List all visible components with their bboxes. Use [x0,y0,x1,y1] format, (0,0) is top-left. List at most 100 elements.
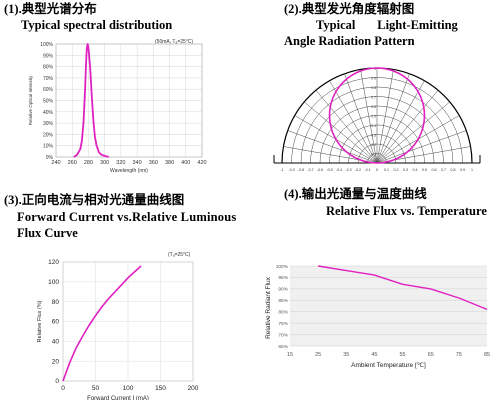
chart1-series-line [73,43,109,158]
chart1-y-tick-label: 60% [43,87,54,93]
chart4-y-tick-label: 90% [278,287,288,293]
chart3-x-tick-label: 0 [61,385,65,392]
chart3-y-tick-label: 20 [52,358,60,365]
chart3-series-line [62,265,142,382]
panel1-number: (1). [4,2,22,16]
chart1-x-tick-label: 240 [51,160,60,166]
chart2-radial-line [376,73,410,164]
chart1-x-tick-label: 420 [197,160,206,166]
chart2-radial-value-label: 0.1 [371,153,376,157]
chart1-x-tick-label: 400 [181,160,190,166]
chart2-tick-label: 0.1 [384,168,389,172]
chart4-y-axis-label: Relative Radiant Flux [265,276,272,339]
chart2-tick-label: 0.5 [422,168,427,172]
chart2-tick-label: 0.9 [460,168,465,172]
chart2-tick-label: -0.9 [288,168,294,172]
panel2-title-en-2: Angle Radiation Pattern [284,34,415,48]
chart4-y-tick-label: 100% [276,264,289,270]
chart1-y-tick-label: 90% [43,53,54,59]
chart3-condition: (Tₐ=25°C) [168,252,191,258]
chart3-x-axis-label: Forward Current I (mA) [87,396,149,400]
chart2-tick-label: -0.4 [336,168,342,172]
chart4-y-tick-label: 75% [278,321,288,327]
chart2-radial-line [376,90,439,164]
chart2-tick-label: -1 [280,168,283,172]
chart2-tick-label: 0.3 [403,168,408,172]
chart2-radial-value-label: 0.7 [371,96,376,100]
chart2-pattern-curve [328,67,426,164]
chart2-radial-value-label: 0.3 [371,134,376,138]
chart3-x-tick-label: 150 [155,385,166,392]
chart2-radial-line [329,80,378,164]
panel3-title-en-1: Forward Current vs.Relative Luminous [17,210,237,224]
panel1-title-en: Typical spectral distribution [21,18,173,32]
panel2-title-en-1: Typical Light-Emitting [316,18,458,32]
chart4-x-tick-label: 55 [400,352,406,358]
chart2-radial-line [376,130,467,164]
chart2-tick-label: -0.2 [355,168,361,172]
panel2-title-cn-text: 典型发光角度辐射图 [301,2,415,16]
chart4-y-tick-label: 95% [278,275,288,281]
chart2-radial-value-label: 1 [374,67,376,71]
chart2-radial-value-label: 0.2 [371,143,376,147]
chart3-y-tick-label: 60 [52,319,60,326]
chart3-y-tick-label: 80 [52,299,60,306]
chart1-y-tick-label: 20% [43,132,54,138]
panel4-title-en: Relative Flux vs. Temperature [326,204,487,218]
chart1-y-tick-label: 0% [46,155,54,161]
chart1-y-tick-label: 70% [43,76,54,82]
chart4-y-tick-label: 70% [278,332,288,338]
chart1-y-tick-label: 10% [43,144,54,150]
panel2-title-cn: (2).典型发光角度辐射图 [284,2,414,16]
chart2-radial-line [376,80,425,164]
chart1-x-tick-label: 340 [133,160,142,166]
chart4-series-line [317,265,488,311]
panel3-number: (3). [4,193,22,207]
chart2-tick-label: -0.1 [364,168,370,172]
panel4-title-cn: (4).输出光通量与温度曲线 [284,187,427,201]
chart2-tick-label: -0.8 [298,168,304,172]
chart1-x-tick-label: 280 [84,160,93,166]
chart2-radial-value-label: 0.8 [371,86,376,90]
chart1-x-tick-label: 360 [149,160,158,166]
chart2-radial-line [376,101,450,164]
chart1-x-axis-label: Wavelength (nm) [110,168,148,174]
chart3-y-tick-label: 0 [55,378,59,385]
chart3-y-axis-label: Relative Flux (%) [37,300,43,342]
chart1-x-tick-label: 380 [165,160,174,166]
chart4-y-tick-label: 85% [278,298,288,304]
chart3-x-tick-label: 100 [123,385,134,392]
chart2-radial-value-label: 0.5 [371,115,376,119]
chart1-y-tick-label: 50% [43,99,54,105]
chart2-radial-line [287,130,378,164]
chart1-condition: (50mA, Tₐ=25°C) [155,39,194,45]
chart4-x-tick-label: 75 [456,352,462,358]
chart4-x-tick-label: 15 [287,352,293,358]
chart2-radial-line [344,73,378,164]
chart1-y-axis-label: Relative Optical Intensity [28,75,33,125]
chart4-x-axis-label: Ambient Temperature [℃] [351,362,426,369]
chart2-tick-label: 0.7 [441,168,446,172]
chart2-radial-line [304,101,378,164]
chart4-y-tick-label: 65% [278,344,288,350]
chart2-radial-line [376,69,394,164]
chart3-y-tick-label: 120 [48,259,59,266]
chart2-tick-label: 0 [376,168,378,172]
chart2-tick-label: 1 [471,168,473,172]
chart2-tick-label: 0.4 [413,168,418,172]
chart2-tick-label: 0.2 [394,168,399,172]
chart3-y-tick-label: 100 [48,279,59,286]
chart1-x-tick-label: 300 [100,160,109,166]
panel3-title-en-2: Flux Curve [17,226,78,240]
panel4-title-cn-text: 输出光通量与温度曲线 [301,187,427,201]
chart2-radial-line [360,69,378,164]
panel1-title-cn-text: 典型光谱分布 [21,2,97,16]
chart2-tick-label: 0.6 [432,168,437,172]
panel1-title-cn: (1).典型光谱分布 [4,2,97,16]
chart4-x-tick-label: 35 [343,352,349,358]
chart2-radial-value-label: 0.6 [371,105,376,109]
panel3-title-cn: (3).正向电流与相对光通量曲线图 [4,193,184,207]
chart4-plot-area [290,266,487,346]
chart2-tick-label: -0.6 [317,168,323,172]
